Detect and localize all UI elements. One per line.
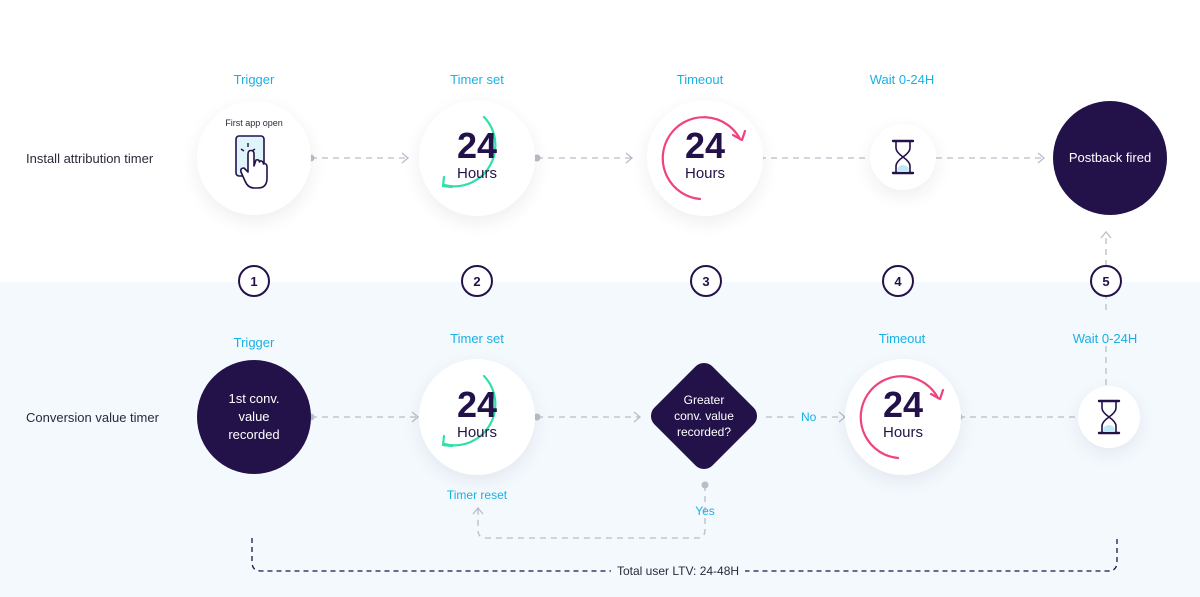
- postback-fired-label: Postback fired: [1068, 150, 1152, 165]
- decision-line-1: Greater: [683, 393, 725, 407]
- conversion-band: [0, 282, 1200, 597]
- hourglass-icon: [1097, 399, 1121, 435]
- install-timeout-unit: Hours: [684, 165, 725, 182]
- install-timer-set-timer: 24 Hours: [432, 113, 522, 203]
- tap-phone-icon: [235, 135, 268, 189]
- step-5: 5: [1090, 265, 1122, 297]
- install-timeout-timer: 24 Hours: [660, 113, 750, 203]
- conv-timeout-node: 24 Hours: [845, 359, 961, 475]
- conv-timeout-unit: Hours: [882, 424, 923, 441]
- yes-label: Yes: [695, 504, 715, 518]
- decision-line-2: conv. value: [674, 409, 734, 423]
- row-label-install: Install attribution timer: [26, 151, 154, 166]
- pink-timer-arc-icon: [661, 116, 747, 201]
- first-app-open-node: First app open: [197, 101, 311, 215]
- timer-reset-label: Timer reset: [446, 488, 508, 502]
- step-1: 1: [238, 265, 270, 297]
- install-timeout-node: 24 Hours: [647, 100, 763, 216]
- row-label-conversion: Conversion value timer: [26, 410, 159, 425]
- install-timer-set-node: 24 Hours: [419, 100, 535, 216]
- conv-timeout-number: 24: [882, 384, 924, 425]
- top-label-timeout: Timeout: [676, 72, 724, 87]
- hourglass-icon: [891, 139, 915, 175]
- postback-fired-node: Postback fired: [1053, 101, 1167, 215]
- no-label: No: [799, 410, 819, 424]
- green-timer-arc-icon: [441, 115, 497, 189]
- conv-timeout-timer: 24 Hours: [858, 372, 948, 462]
- first-conv-line-2: value: [238, 409, 270, 424]
- top-label-trigger: Trigger: [233, 72, 275, 87]
- step-3: 3: [690, 265, 722, 297]
- conv-wait-node: [1078, 386, 1140, 448]
- decision-node: Greater conv. value recorded?: [644, 356, 764, 476]
- bottom-label-timeout: Timeout: [878, 331, 926, 346]
- green-timer-arc-icon: [441, 374, 497, 448]
- step-2: 2: [461, 265, 493, 297]
- conv-timer-set-node: 24 Hours: [419, 359, 535, 475]
- conv-timer-set-unit: Hours: [456, 424, 497, 441]
- conv-timer-set-timer: 24 Hours: [432, 372, 522, 462]
- top-label-timer-set: Timer set: [450, 72, 504, 87]
- bottom-label-timer-set: Timer set: [450, 331, 504, 346]
- install-timer-set-number: 24: [456, 125, 498, 166]
- first-conv-value-node: 1st conv. value recorded: [197, 360, 311, 474]
- conv-timer-set-number: 24: [456, 384, 498, 425]
- first-conv-line-3: recorded: [228, 427, 280, 442]
- bottom-label-trigger: Trigger: [233, 335, 275, 350]
- first-app-open-label: First app open: [225, 118, 283, 128]
- total-ltv-label: Total user LTV: 24-48H: [611, 564, 746, 578]
- connector-yes-loop: [477, 485, 706, 539]
- first-conv-line-1: 1st conv.: [228, 391, 280, 406]
- decision-line-3: recorded?: [676, 425, 732, 439]
- step-4: 4: [882, 265, 914, 297]
- install-wait-node: [870, 124, 936, 190]
- pink-timer-arc-icon: [859, 375, 945, 460]
- bottom-label-wait: Wait 0-24H: [1072, 331, 1138, 346]
- top-label-wait: Wait 0-24H: [869, 72, 935, 87]
- install-timer-set-unit: Hours: [456, 165, 497, 182]
- install-timeout-number: 24: [684, 125, 726, 166]
- decision-text: Greater conv. value recorded?: [644, 356, 764, 476]
